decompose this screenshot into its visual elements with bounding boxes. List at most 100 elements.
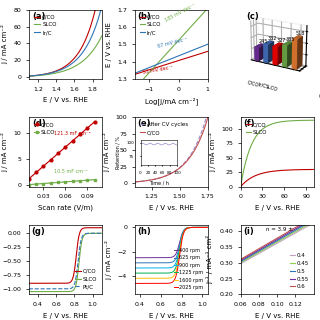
SLCO (305, 118, 309, 122)
0.4 (256, 252, 260, 256)
C/CO (202, 51, 206, 54)
0.4 (253, 254, 257, 258)
Line: C/CO: C/CO (135, 52, 208, 74)
1600 rpm (133, 276, 137, 280)
Ir/C (202, 44, 206, 48)
0.6 (306, 219, 310, 222)
Ir/C (176, 54, 180, 58)
Legend: 0.4, 0.45, 0.5, 0.55, 0.6: 0.4, 0.45, 0.5, 0.55, 0.6 (288, 251, 311, 292)
400 rpm (194, 226, 198, 229)
Line: SLCO: SLCO (29, 36, 102, 76)
After CV cycles (194, 143, 198, 147)
C/CO (206, 116, 210, 120)
Line: 2025 rpm: 2025 rpm (135, 228, 208, 284)
C/CO (27, 281, 31, 285)
Text: n = 3.9 ±: n = 3.9 ± (266, 227, 293, 232)
C/CO (283, 168, 287, 172)
0.4 (306, 224, 310, 228)
Y-axis label: j⁻¹ / mA⁻¹ cm²: j⁻¹ / mA⁻¹ cm² (207, 235, 214, 284)
SLCO (170, 45, 174, 49)
SLCO (206, 6, 210, 10)
C/CO (49, 158, 52, 162)
SLCO (239, 183, 243, 187)
Ir/C (147, 66, 151, 70)
Legend: 400 rpm, 625 rpm, 900 rpm, 1225 rpm, 1600 rpm, 2025 rpm: 400 rpm, 625 rpm, 900 rpm, 1225 rpm, 160… (172, 246, 205, 292)
0.5 (306, 221, 310, 225)
Pt/C (27, 287, 31, 291)
0.45 (308, 221, 312, 225)
C/CO (176, 167, 180, 171)
0.5 (256, 250, 260, 254)
Line: C/CO: C/CO (241, 170, 314, 187)
0.5 (276, 238, 280, 242)
Pt/C (100, 231, 104, 235)
Pt/C (70, 286, 74, 290)
Pt/C (27, 287, 31, 291)
1600 rpm (194, 226, 198, 229)
SLCO (312, 118, 316, 122)
900 rpm (133, 266, 137, 270)
Y-axis label: j / mA cm⁻²: j / mA cm⁻² (1, 132, 8, 172)
Line: SLCO: SLCO (28, 178, 96, 186)
0.6 (253, 249, 257, 253)
C/CO (92, 120, 96, 124)
SLCO (27, 290, 31, 293)
C/CO (239, 185, 243, 188)
Line: 0.45: 0.45 (241, 221, 314, 263)
400 rpm (199, 226, 203, 229)
900 rpm (194, 226, 198, 229)
X-axis label: E / V vs. RHE: E / V vs. RHE (255, 313, 300, 319)
400 rpm (178, 241, 181, 245)
C/CO (70, 278, 74, 282)
C/CO (71, 139, 75, 143)
C/CO (305, 168, 309, 172)
C/CO (300, 168, 304, 172)
2025 rpm (178, 255, 181, 259)
C/CO (27, 74, 31, 78)
SLCO (283, 119, 287, 123)
X-axis label: Log[j/mA cm⁻²]: Log[j/mA cm⁻²] (145, 97, 198, 105)
SLCO (70, 289, 74, 293)
0.55 (282, 234, 286, 237)
C/CO (150, 67, 154, 71)
C/CO (100, 0, 104, 3)
Line: 900 rpm: 900 rpm (135, 228, 208, 268)
1225 rpm (206, 226, 210, 229)
Ir/C (27, 74, 31, 78)
C/CO (100, 226, 104, 230)
Text: (a): (a) (32, 12, 46, 21)
Pt/C (72, 284, 76, 288)
SLCO (27, 74, 31, 78)
SLCO (100, 231, 104, 235)
Text: (e): (e) (137, 119, 150, 128)
Line: 0.55: 0.55 (241, 219, 314, 260)
C/CO (93, 9, 97, 13)
SLCO (176, 39, 180, 43)
C/CO (85, 126, 89, 130)
C/CO (78, 132, 82, 136)
Line: Pt/C: Pt/C (29, 233, 102, 289)
0.55 (308, 219, 312, 222)
SLCO (92, 178, 96, 182)
Legend: C/CO, SLCO, Ir/C: C/CO, SLCO, Ir/C (138, 12, 164, 37)
C/CO (93, 226, 97, 230)
X-axis label: E / V vs. RHE: E / V vs. RHE (149, 205, 194, 211)
Text: 53 mV dec⁻¹: 53 mV dec⁻¹ (142, 64, 173, 75)
After CV cycles (206, 115, 210, 119)
After CV cycles (204, 115, 208, 119)
Legend: After CV cycles, C/CO: After CV cycles, C/CO (138, 120, 190, 137)
Text: (i): (i) (243, 227, 253, 236)
C/CO (27, 177, 31, 181)
Legend: C/CO, SLCO, Pt/C: C/CO, SLCO, Pt/C (73, 267, 99, 292)
625 rpm (199, 226, 203, 229)
Ir/C (88, 37, 92, 41)
SLCO (27, 290, 31, 293)
2025 rpm (206, 226, 210, 229)
Line: 1225 rpm: 1225 rpm (135, 228, 208, 273)
625 rpm (176, 250, 180, 254)
Line: 0.6: 0.6 (241, 217, 314, 260)
Text: 185 mV dec⁻¹: 185 mV dec⁻¹ (164, 3, 196, 23)
C/CO (88, 226, 92, 230)
625 rpm (206, 226, 210, 229)
Ir/C (70, 61, 74, 65)
